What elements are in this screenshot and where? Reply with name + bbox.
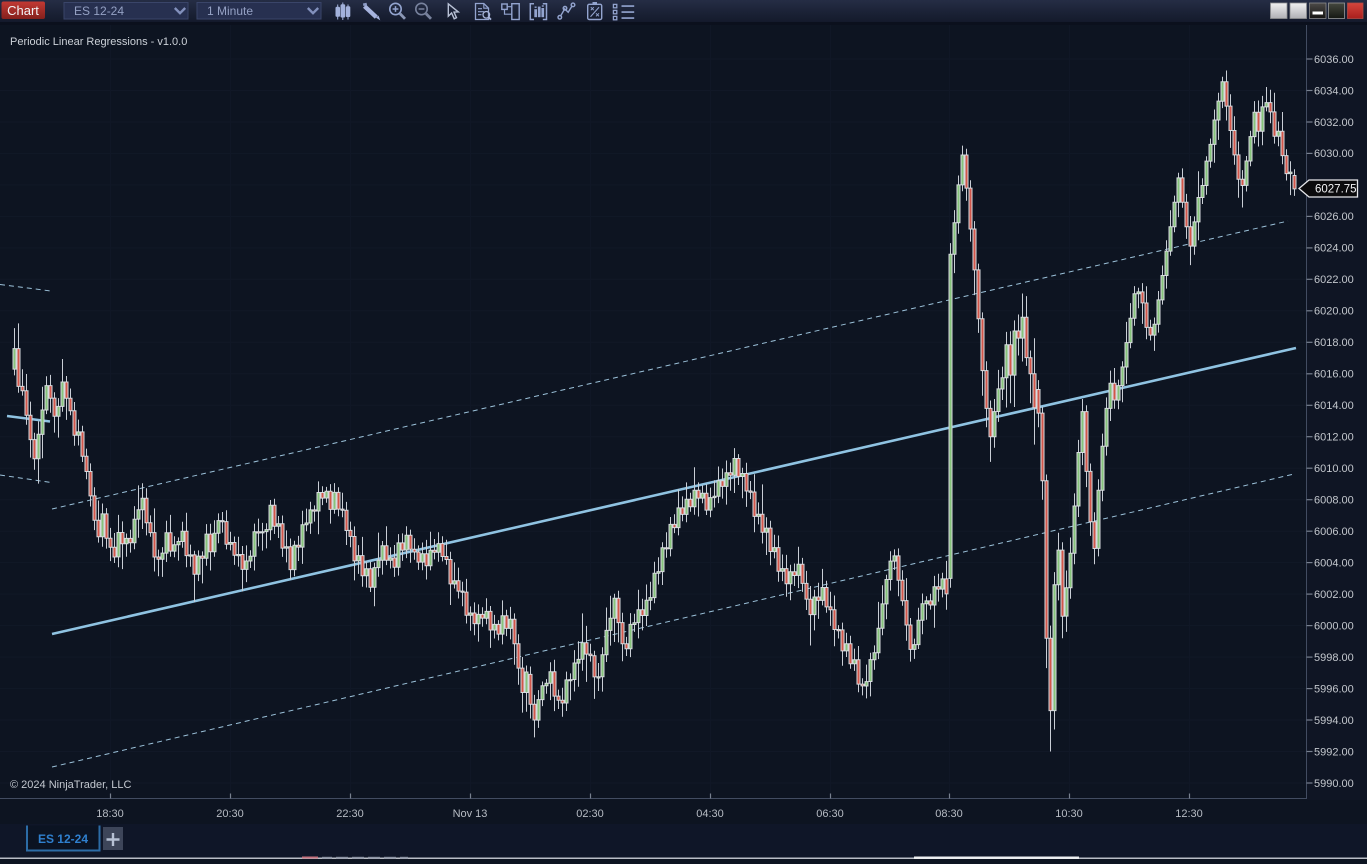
svg-text:6034.00: 6034.00 xyxy=(1314,85,1354,97)
svg-text:6012.00: 6012.00 xyxy=(1314,432,1354,444)
svg-text:10:30: 10:30 xyxy=(1055,808,1083,820)
svg-text:ES 12-24: ES 12-24 xyxy=(38,832,88,846)
svg-text:6014.00: 6014.00 xyxy=(1314,400,1354,412)
svg-text:6016.00: 6016.00 xyxy=(1314,369,1354,381)
svg-text:6022.00: 6022.00 xyxy=(1314,274,1354,286)
svg-text:6006.00: 6006.00 xyxy=(1314,526,1354,538)
svg-text:6018.00: 6018.00 xyxy=(1314,337,1354,349)
svg-text:6008.00: 6008.00 xyxy=(1314,495,1354,507)
svg-text:02:30: 02:30 xyxy=(576,808,604,820)
svg-text:5990.00: 5990.00 xyxy=(1314,778,1354,790)
svg-text:22:30: 22:30 xyxy=(336,808,364,820)
svg-text:6020.00: 6020.00 xyxy=(1314,306,1354,318)
svg-text:6024.00: 6024.00 xyxy=(1314,243,1354,255)
svg-text:6004.00: 6004.00 xyxy=(1314,557,1354,569)
svg-text:5996.00: 5996.00 xyxy=(1314,683,1354,695)
svg-text:© 2024 NinjaTrader, LLC: © 2024 NinjaTrader, LLC xyxy=(10,779,131,791)
svg-text:Chart: Chart xyxy=(7,3,39,18)
svg-text:5992.00: 5992.00 xyxy=(1314,746,1354,758)
svg-text:6030.00: 6030.00 xyxy=(1314,148,1354,160)
svg-text:6036.00: 6036.00 xyxy=(1314,54,1354,66)
svg-text:ES 12-24: ES 12-24 xyxy=(74,4,124,18)
svg-text:6010.00: 6010.00 xyxy=(1314,463,1354,475)
svg-text:6032.00: 6032.00 xyxy=(1314,117,1354,129)
svg-text:1 Minute: 1 Minute xyxy=(207,4,253,18)
svg-text:06:30: 06:30 xyxy=(816,808,844,820)
svg-text:Nov 13: Nov 13 xyxy=(453,808,488,820)
svg-text:08:30: 08:30 xyxy=(935,808,963,820)
svg-text:04:30: 04:30 xyxy=(696,808,724,820)
svg-text:6000.00: 6000.00 xyxy=(1314,620,1354,632)
svg-text:20:30: 20:30 xyxy=(216,808,244,820)
svg-text:12:30: 12:30 xyxy=(1175,808,1203,820)
svg-text:Periodic Linear Regressions -: Periodic Linear Regressions - v1.0.0 xyxy=(10,36,187,48)
svg-text:6026.00: 6026.00 xyxy=(1314,211,1354,223)
svg-text:5998.00: 5998.00 xyxy=(1314,652,1354,664)
svg-text:6027.75: 6027.75 xyxy=(1315,184,1357,196)
svg-text:18:30: 18:30 xyxy=(96,808,124,820)
svg-text:5994.00: 5994.00 xyxy=(1314,715,1354,727)
svg-text:6002.00: 6002.00 xyxy=(1314,589,1354,601)
